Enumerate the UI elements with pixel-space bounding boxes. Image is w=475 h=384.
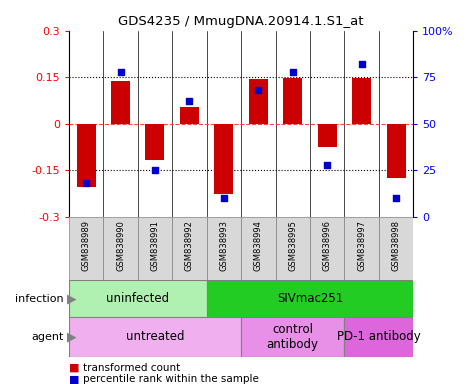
Point (117, 69, 124, 75)
Point (186, 98, 193, 104)
Bar (214, 124, 233, 194)
Point (289, 69, 296, 75)
Point (392, 195, 400, 202)
Text: GSM838995: GSM838995 (288, 220, 297, 271)
Bar (172, 217, 207, 280)
Text: ■: ■ (69, 374, 79, 384)
Bar (180, 107, 199, 124)
Bar (138, 217, 172, 280)
Bar (344, 217, 379, 280)
Bar (241, 217, 276, 280)
Text: infection: infection (16, 293, 64, 304)
Text: GSM838990: GSM838990 (116, 220, 125, 271)
Text: ■: ■ (69, 363, 79, 373)
Bar (69, 317, 241, 357)
Text: ▶: ▶ (67, 331, 77, 343)
Text: SIVmac251: SIVmac251 (277, 292, 343, 305)
Text: GSM838992: GSM838992 (185, 220, 194, 271)
Point (82, 180, 90, 187)
Point (151, 167, 159, 174)
Bar (310, 217, 344, 280)
Text: untreated: untreated (126, 331, 184, 343)
Bar (69, 217, 104, 280)
Bar (241, 317, 344, 357)
Point (358, 61, 365, 67)
Bar (283, 78, 302, 124)
Text: control
antibody: control antibody (267, 323, 319, 351)
Bar (318, 124, 337, 147)
Bar (145, 124, 164, 159)
Text: GSM838989: GSM838989 (82, 220, 91, 271)
Text: PD-1 antibody: PD-1 antibody (337, 331, 421, 343)
Text: GSM838994: GSM838994 (254, 220, 263, 271)
Bar (379, 217, 413, 280)
Text: GSM838998: GSM838998 (391, 220, 400, 271)
Bar (207, 280, 413, 317)
Title: GDS4235 / MmugDNA.20914.1.S1_at: GDS4235 / MmugDNA.20914.1.S1_at (118, 15, 364, 28)
Bar (387, 124, 406, 178)
Text: uninfected: uninfected (106, 292, 169, 305)
Text: GSM838993: GSM838993 (219, 220, 228, 271)
Bar (111, 81, 130, 124)
Bar (207, 217, 241, 280)
Point (220, 195, 228, 202)
Bar (104, 217, 138, 280)
Text: ▶: ▶ (67, 292, 77, 305)
Text: transformed count: transformed count (83, 363, 180, 373)
Bar (69, 280, 207, 317)
Point (323, 162, 331, 168)
Text: agent: agent (32, 332, 64, 342)
Bar (276, 217, 310, 280)
Bar (249, 79, 268, 124)
Bar (344, 317, 413, 357)
Bar (352, 78, 371, 124)
Point (255, 87, 262, 93)
Bar (76, 124, 95, 187)
Text: GSM838996: GSM838996 (323, 220, 332, 271)
Text: percentile rank within the sample: percentile rank within the sample (83, 374, 259, 384)
Text: GSM838991: GSM838991 (151, 220, 160, 271)
Text: GSM838997: GSM838997 (357, 220, 366, 271)
